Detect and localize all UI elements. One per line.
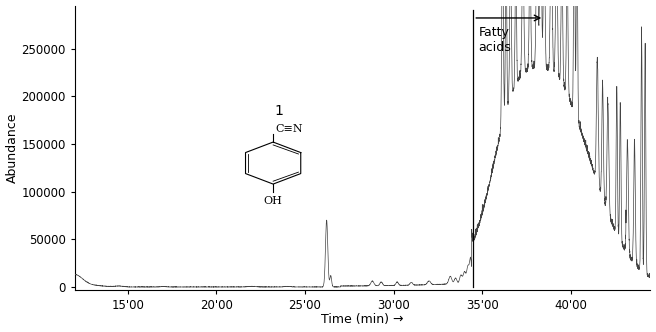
Text: OH: OH [264, 196, 283, 206]
Y-axis label: Abundance: Abundance [5, 113, 18, 183]
X-axis label: Time (min) →: Time (min) → [321, 313, 404, 326]
Text: Fatty
acids: Fatty acids [479, 26, 512, 53]
Text: C≡N: C≡N [276, 124, 304, 134]
Text: 1: 1 [274, 104, 283, 118]
